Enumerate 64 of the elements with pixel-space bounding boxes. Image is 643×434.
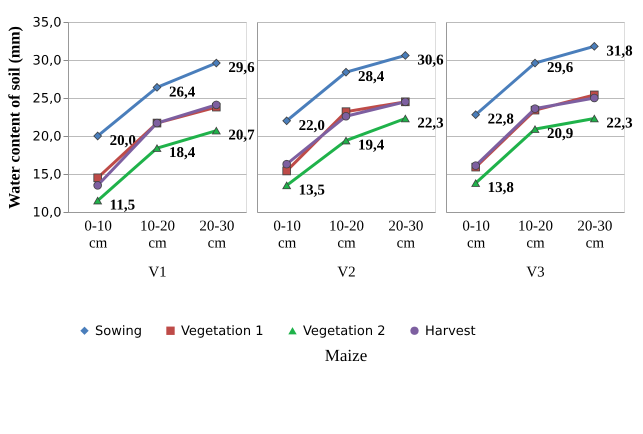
point — [590, 42, 599, 51]
data-label: 20,9 — [547, 126, 574, 142]
x-tick-label: 0-10 cm — [84, 218, 112, 252]
data-label: 13,5 — [298, 182, 325, 198]
data-label: 26,4 — [169, 84, 196, 100]
data-label: 13,8 — [488, 180, 514, 196]
x-tick-label: 10-20 cm — [329, 218, 364, 252]
x-tick-label: 10-20 cm — [518, 218, 553, 252]
point — [282, 160, 291, 168]
text: Maize — [324, 346, 368, 365]
point — [93, 181, 102, 190]
point — [212, 58, 221, 68]
point — [401, 114, 410, 122]
data-label: 22,8 — [488, 112, 514, 128]
data-label: 28,4 — [358, 69, 385, 86]
y-tick-label: 25,0 — [32, 92, 62, 106]
point — [530, 58, 540, 68]
point — [282, 182, 291, 190]
point — [342, 112, 350, 121]
data-label: 22,3 — [417, 116, 444, 132]
data-label: 19,4 — [358, 138, 385, 154]
x-tick-label: 10-20 cm — [140, 218, 175, 252]
data-label: 11,5 — [110, 198, 136, 214]
point — [93, 132, 102, 140]
point — [590, 114, 599, 122]
legend-label: Harvest — [425, 324, 476, 339]
y-axis-title: Water content of soil (mm) — [6, 26, 24, 209]
point — [342, 136, 350, 144]
y-tick-label: 30,0 — [32, 54, 62, 68]
legend-label: Vegetation 1 — [181, 324, 264, 339]
x-axis-title: V1 — [148, 264, 167, 280]
x-axis-title: V2 — [337, 264, 356, 280]
data-label: 31,8 — [606, 43, 633, 60]
point — [530, 125, 540, 133]
point — [152, 144, 162, 152]
y-tick-label: 15,0 — [32, 168, 62, 182]
point — [590, 94, 599, 102]
y-tick-label: 20,0 — [32, 130, 62, 144]
y-tick-label: 35,0 — [32, 16, 62, 30]
data-label: 20,7 — [228, 128, 256, 144]
legend-label: Vegetation 2 — [303, 324, 386, 339]
x-tick-label: 20-30 cm — [388, 218, 424, 252]
x-tick-label: 20-30 cm — [199, 218, 234, 252]
data-label: 22,3 — [606, 116, 633, 132]
point — [282, 116, 291, 126]
x-tick-label: 0-10 cm — [273, 218, 301, 252]
x-axis-title: V3 — [526, 264, 545, 280]
y-tick-label: 10,0 — [32, 206, 62, 220]
point — [471, 179, 480, 187]
legend-label: Sowing — [95, 324, 142, 339]
x-tick-label: 0-10 cm — [462, 218, 490, 252]
data-label: 18,4 — [169, 145, 196, 162]
data-label: 20,0 — [110, 133, 136, 149]
point — [401, 51, 410, 60]
data-label: 30,6 — [417, 52, 444, 68]
x-tick-label: 20-30 cm — [577, 218, 612, 252]
point — [93, 196, 102, 204]
data-label: 29,6 — [228, 60, 256, 76]
data-label: 22,0 — [298, 118, 325, 134]
point — [471, 110, 480, 119]
data-label: 29,6 — [547, 60, 574, 76]
point — [212, 126, 221, 134]
point — [342, 68, 350, 76]
point — [152, 83, 162, 92]
